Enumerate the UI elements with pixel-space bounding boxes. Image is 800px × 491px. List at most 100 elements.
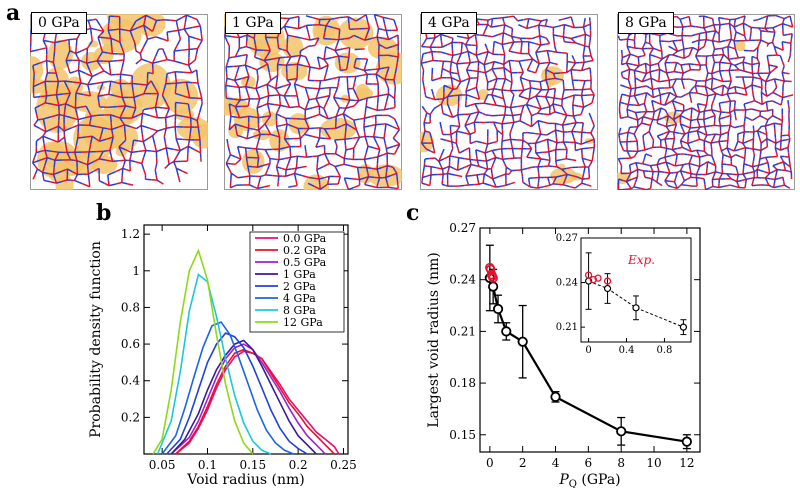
o-bond <box>81 47 88 52</box>
si-bond <box>712 77 718 81</box>
si-bond <box>257 186 264 190</box>
o-bond <box>631 69 635 72</box>
o-bond <box>537 182 540 189</box>
o-bond <box>642 158 645 165</box>
o-bond <box>508 79 513 84</box>
o-bond <box>51 125 59 130</box>
o-bond <box>449 66 452 73</box>
si-bond <box>143 38 149 47</box>
o-bond <box>440 40 443 48</box>
si-bond <box>573 122 577 128</box>
si-bond <box>676 186 680 190</box>
o-bond <box>724 17 730 21</box>
o-bond <box>369 123 377 127</box>
si-bond <box>475 87 479 94</box>
o-bond <box>581 101 585 108</box>
si-bond <box>535 50 542 54</box>
si-bond <box>438 157 445 163</box>
si-bond <box>304 116 313 120</box>
o-bond <box>501 38 504 45</box>
si-bond <box>431 142 435 149</box>
si-bond <box>265 174 273 177</box>
si-bond <box>765 79 771 83</box>
si-bond <box>636 65 640 69</box>
si-bond <box>55 72 58 78</box>
si-bond <box>769 170 774 175</box>
o-bond <box>640 71 647 75</box>
si-bond <box>383 137 386 144</box>
si-bond <box>452 115 456 119</box>
o-bond <box>41 164 46 173</box>
si-bond <box>365 167 369 173</box>
si-bond <box>56 151 60 157</box>
o-bond <box>130 125 137 130</box>
si-bond <box>44 81 47 89</box>
snapshot-4gpa <box>420 14 598 190</box>
o-bond <box>632 117 639 121</box>
si-bond <box>438 161 442 166</box>
o-bond <box>339 163 345 167</box>
o-bond <box>429 111 433 115</box>
si-bond <box>173 161 176 166</box>
o-bond <box>578 182 583 187</box>
o-bond <box>706 68 709 74</box>
si-bond <box>224 35 228 42</box>
si-bond <box>492 88 495 93</box>
o-bond <box>302 55 306 58</box>
o-bond <box>528 109 533 116</box>
si-bond <box>733 40 736 45</box>
si-bond <box>715 92 720 96</box>
o-bond <box>306 123 310 129</box>
si-bond <box>177 30 181 36</box>
si-bond <box>583 60 589 64</box>
o-bond <box>364 34 368 41</box>
si-bond <box>680 64 683 70</box>
si-bond <box>364 106 367 113</box>
si-bond <box>529 87 532 94</box>
si-bond <box>629 88 632 93</box>
si-bond <box>761 102 765 106</box>
si-bond <box>85 105 90 112</box>
o-bond <box>40 149 46 153</box>
si-bond <box>756 168 764 173</box>
o-bond <box>323 52 326 60</box>
si-bond <box>107 175 110 181</box>
o-bond <box>143 20 146 26</box>
o-bond <box>493 83 497 89</box>
o-bond <box>162 107 170 110</box>
si-bond <box>174 49 182 52</box>
si-bond <box>779 155 783 160</box>
si-bond <box>63 114 72 119</box>
si-bond <box>588 112 593 120</box>
si-bond <box>735 16 741 20</box>
si-bond <box>87 82 96 86</box>
si-bond <box>637 117 641 121</box>
si-bond <box>325 64 329 73</box>
o-bond <box>786 186 791 189</box>
si-bond <box>457 157 460 165</box>
o-bond <box>296 59 300 65</box>
si-bond <box>478 182 482 185</box>
si-bond <box>679 170 684 177</box>
o-bond <box>744 183 747 189</box>
si-bond <box>349 36 353 39</box>
y-axis-label: Largest void radius (nm) <box>426 252 442 427</box>
si-bond <box>355 74 362 78</box>
si-bond <box>304 133 313 137</box>
si-bond <box>712 185 716 188</box>
si-bond <box>279 147 285 150</box>
si-bond <box>270 77 275 81</box>
o-bond <box>72 51 76 55</box>
si-bond <box>356 100 360 104</box>
o-bond <box>577 113 582 117</box>
si-bond <box>452 53 458 57</box>
si-bond <box>689 63 695 66</box>
si-bond <box>656 135 660 139</box>
o-bond <box>464 100 467 107</box>
o-bond <box>524 78 530 82</box>
o-bond <box>82 60 87 64</box>
o-bond <box>677 17 681 20</box>
o-bond <box>388 17 395 21</box>
si-bond <box>256 66 263 71</box>
si-bond <box>56 81 60 89</box>
